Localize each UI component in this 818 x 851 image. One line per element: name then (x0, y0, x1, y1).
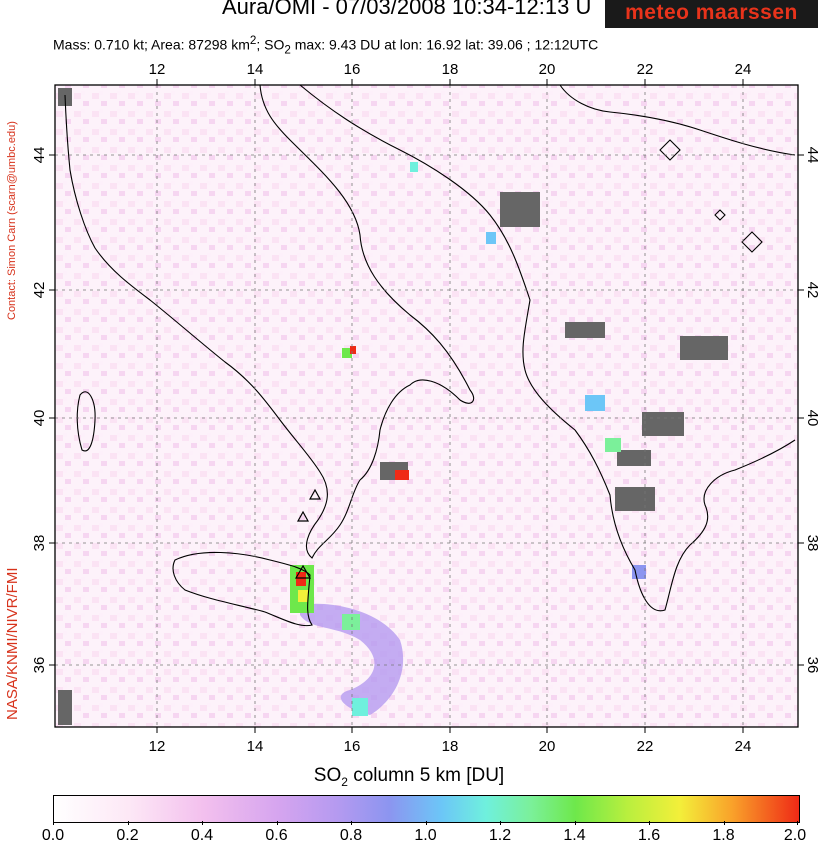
colorbar-tickmark (500, 821, 501, 825)
colorbar-tick-label: 1.0 (414, 827, 437, 844)
subtitle-mid: ; SO (256, 36, 285, 53)
lon-label-top: 20 (539, 61, 556, 78)
lat-label-right: 42 (804, 282, 818, 299)
lat-label-left: 44 (31, 147, 48, 164)
subtitle-sub: 2 (284, 43, 291, 57)
lon-label-bottom: 18 (442, 738, 459, 755)
vulcano-volcano-icon (296, 510, 310, 522)
colorbar-title-sub: 2 (341, 774, 348, 789)
lon-label-top: 24 (735, 61, 752, 78)
colorbar-title: SO2 column 5 km [DU] (0, 765, 818, 789)
map-subtitle: Mass: 0.710 kt; Area: 87298 km2; SO2 max… (53, 34, 598, 56)
lon-label-top: 14 (247, 61, 264, 78)
lon-label-bottom: 20 (539, 738, 556, 755)
colorbar-tick-label: 0.8 (339, 827, 363, 844)
colorbar-tickmark (797, 821, 798, 825)
colorbar-title-suffix: column 5 km [DU] (347, 765, 505, 786)
colorbar-tickmark (649, 821, 650, 825)
axis-ticks (49, 79, 804, 733)
brand-logo-text: meteo maarssen (625, 1, 798, 24)
so2-plume (290, 162, 646, 716)
colorbar-tick-label: 1.2 (488, 827, 512, 844)
lat-label-right: 44 (804, 147, 818, 164)
lat-label-left: 38 (31, 535, 48, 552)
lat-label-left: 42 (31, 282, 48, 299)
subtitle-suffix: max: 9.43 DU at lon: 16.92 lat: 39.06 ; … (290, 36, 599, 53)
lat-label-right: 38 (804, 535, 818, 552)
lon-label-top: 16 (344, 61, 361, 78)
lon-label-top: 22 (637, 61, 654, 78)
colorbar (53, 795, 800, 823)
lon-label-bottom: 24 (735, 738, 752, 755)
stromboli-volcano-icon (308, 488, 322, 500)
colorbar-tickmark (351, 821, 352, 825)
colorbar-tickmark (723, 821, 725, 825)
lat-label-left: 36 (31, 657, 48, 674)
colorbar-tick-label: 1.6 (637, 827, 661, 844)
lon-label-bottom: 16 (344, 738, 361, 755)
colorbar-title-prefix: SO (313, 765, 342, 786)
lon-label-top: 18 (442, 61, 459, 78)
lon-label-bottom: 12 (149, 738, 166, 755)
colorbar-tick-label: 0.0 (41, 827, 65, 844)
lat-label-right: 40 (804, 410, 818, 427)
graticule (55, 85, 798, 727)
lat-label-left: 40 (31, 410, 48, 427)
colorbar-tickmark (127, 821, 129, 825)
map-frame (54, 84, 799, 728)
so2-map: 12 14 16 18 20 22 24 12 14 16 18 20 22 2… (31, 61, 818, 755)
etna-volcano-icon (294, 564, 312, 579)
brand-logo: meteo maarssen (605, 0, 818, 28)
colorbar-tick-label: 1.8 (712, 827, 735, 844)
subtitle-sup: 2 (249, 34, 257, 47)
colorbar-tick-label: 0.4 (190, 827, 214, 844)
colorbar-tick-label: 0.2 (116, 827, 139, 844)
lon-label-bottom: 14 (247, 738, 264, 755)
colorbar-tickmark (574, 821, 576, 825)
lon-label-bottom: 22 (637, 738, 654, 755)
volcano-markers (294, 488, 322, 579)
colorbar-tickmark (53, 821, 54, 825)
lon-label-top: 12 (149, 61, 166, 78)
map-title: Aura/OMI - 07/03/2008 10:34-12:13 U (222, 0, 592, 19)
coastlines (64, 84, 796, 627)
subtitle-prefix: Mass: 0.710 kt; Area: 87298 km (53, 36, 250, 53)
colorbar-tickmark (276, 821, 278, 825)
colorbar-tickmark (425, 821, 427, 825)
map-speckle (55, 85, 798, 727)
colorbar-tickmark (202, 821, 203, 825)
lat-label-right: 36 (804, 657, 818, 674)
colorbar-tick-label: 2.0 (783, 827, 807, 844)
colorbar-tick-label: 1.4 (563, 827, 586, 844)
colorbar-tick-label: 0.6 (265, 827, 288, 844)
no-data-patches (58, 88, 728, 725)
